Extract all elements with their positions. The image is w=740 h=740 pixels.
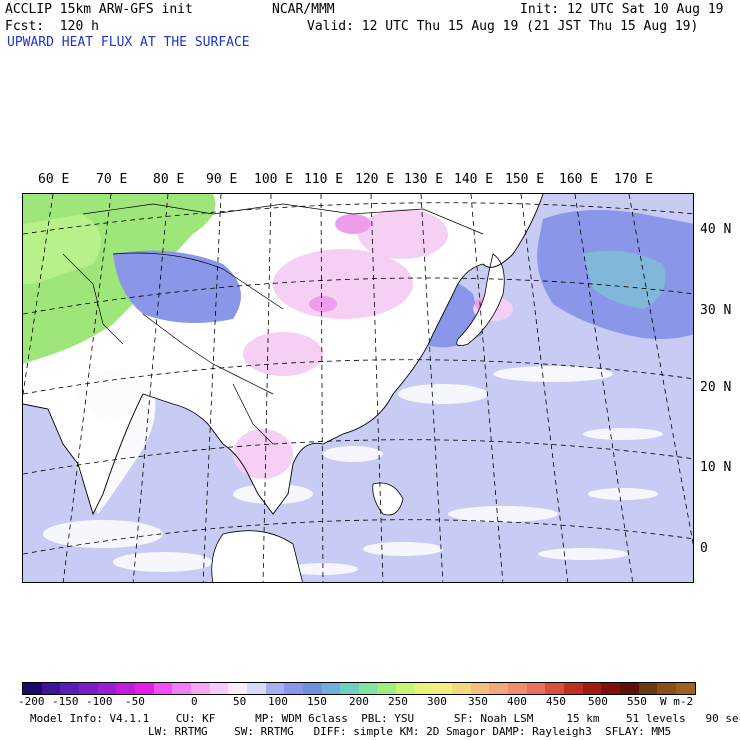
colorbar-tick: 50 [233, 695, 247, 708]
colorbar-swatch [190, 683, 210, 694]
graticule [23, 194, 693, 582]
colorbar-swatch [97, 683, 117, 694]
colorbar-swatch [545, 683, 565, 694]
colorbar-tick: 550 [627, 695, 647, 708]
colorbar-swatch [78, 683, 98, 694]
colorbar-swatch [209, 683, 229, 694]
colorbar-tick: -50 [125, 695, 145, 708]
forecast-hour: Fcst: 120 h [5, 19, 99, 34]
lon-label: 150 E [505, 172, 545, 187]
colorbar-swatch [508, 683, 527, 694]
colorbar [22, 682, 696, 695]
model-title: ACCLIP 15km ARW-GFS init [5, 2, 193, 17]
lon-label: 140 E [454, 172, 494, 187]
colorbar-tick: -200 [18, 695, 45, 708]
lon-label: 120 E [355, 172, 395, 187]
colorbar-swatch [246, 683, 266, 694]
lat-label: 20 N [700, 380, 732, 395]
colorbar-units: W m-2 [660, 695, 694, 708]
colorbar-swatch [265, 683, 285, 694]
colorbar-swatch [564, 683, 583, 694]
colorbar-swatch [153, 683, 173, 694]
colorbar-tick: 400 [507, 695, 527, 708]
lat-label: 10 N [700, 460, 732, 475]
heat-flux-map [22, 193, 694, 583]
colorbar-swatch [340, 683, 359, 694]
pacific-green-patch [583, 250, 666, 309]
colorbar-swatch [321, 683, 341, 694]
colorbar-swatch [452, 683, 471, 694]
maritime-continent-landmass [211, 530, 303, 582]
valid-time: Valid: 12 UTC Thu 15 Aug 19 (21 JST Thu … [307, 19, 699, 34]
colorbar-swatch [526, 683, 546, 694]
country-borders [62, 203, 484, 445]
india-landmass [61, 361, 156, 514]
colorbar-swatch [377, 683, 397, 694]
colorbar-tick: 0 [191, 695, 198, 708]
lon-label: 70 E [96, 172, 128, 187]
japan-landmass [456, 253, 505, 347]
colorbar-tick: 200 [349, 695, 369, 708]
init-time: Init: 12 UTC Sat 10 Aug 19 [520, 2, 724, 17]
lon-label: 100 E [254, 172, 294, 187]
colorbar-swatch [302, 683, 322, 694]
colorbar-swatch [582, 683, 602, 694]
colorbar-swatch [41, 683, 61, 694]
colorbar-swatch [60, 683, 79, 694]
colorbar-swatch [228, 683, 247, 694]
magenta-land-spots [309, 214, 491, 312]
colorbar-tick: 100 [268, 695, 288, 708]
lon-label: 60 E [38, 172, 70, 187]
model-info-line-1: Model Info: V4.1.1 CU: KF MP: WDM 6class… [30, 712, 740, 725]
colorbar-tick: 500 [588, 695, 608, 708]
lon-label: 160 E [559, 172, 599, 187]
lon-label: 170 E [614, 172, 654, 187]
colorbar-tick: 300 [427, 695, 447, 708]
colorbar-swatch [657, 683, 676, 694]
colorbar-swatch [489, 683, 509, 694]
colorbar-tick: -150 [52, 695, 79, 708]
org-label: NCAR/MMM [272, 2, 335, 17]
colorbar-swatch [284, 683, 303, 694]
colorbar-swatch [470, 683, 490, 694]
colorbar-swatch [675, 683, 695, 694]
map-canvas [23, 194, 693, 582]
model-info-line-2: LW: RRTMG SW: RRTMG DIFF: simple KM: 2D … [148, 725, 672, 738]
colorbar-swatch [134, 683, 154, 694]
colorbar-tick: 150 [307, 695, 327, 708]
field-title: UPWARD HEAT FLUX AT THE SURFACE [7, 35, 250, 50]
lat-label: 0 [700, 541, 708, 556]
lon-label: 90 E [206, 172, 238, 187]
colorbar-swatch [414, 683, 434, 694]
colorbar-swatch [116, 683, 135, 694]
colorbar-swatch [23, 683, 42, 694]
colorbar-swatch [620, 683, 639, 694]
colorbar-swatch [433, 683, 453, 694]
colorbar-swatch [358, 683, 378, 694]
colorbar-tick: 250 [388, 695, 408, 708]
colorbar-swatch [638, 683, 658, 694]
colorbar-tick: 350 [468, 695, 488, 708]
colorbar-swatch [396, 683, 415, 694]
lat-label: 40 N [700, 222, 732, 237]
lon-label: 130 E [404, 172, 444, 187]
lon-label: 80 E [153, 172, 185, 187]
tibet-blue-region [113, 250, 241, 323]
lat-label: 30 N [700, 303, 732, 318]
colorbar-swatch [601, 683, 620, 694]
colorbar-tick: 450 [546, 695, 566, 708]
lon-label: 110 E [304, 172, 344, 187]
colorbar-swatch [172, 683, 191, 694]
coastlines [23, 194, 544, 516]
colorbar-tick: -100 [86, 695, 113, 708]
